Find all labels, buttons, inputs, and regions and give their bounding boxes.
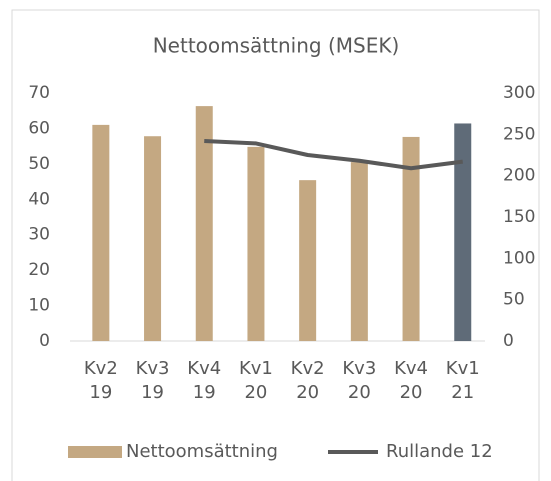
- y-tick-label: 60: [28, 118, 50, 138]
- y2-tick-label: 50: [503, 290, 525, 310]
- y-tick-label: 20: [28, 260, 50, 280]
- legend-swatch: [68, 446, 122, 458]
- bar: [144, 136, 162, 341]
- x-tick-label: Kv2 20: [290, 358, 325, 403]
- bar: [247, 146, 265, 341]
- y-tick-label: 50: [28, 154, 50, 174]
- legend-label: Nettoomsättning: [126, 441, 278, 462]
- y2-tick-label: 100: [503, 248, 535, 268]
- bar: [299, 180, 317, 341]
- y2-tick-label: 0: [503, 331, 514, 351]
- x-tick-label: Kv3 19: [135, 358, 170, 403]
- y-tick-label: 0: [39, 331, 50, 351]
- legend-label: Rullande 12: [386, 441, 493, 462]
- x-tick-label: Kv2 19: [83, 358, 118, 403]
- bar: [92, 124, 110, 341]
- bar: [195, 106, 213, 341]
- bar: [402, 136, 420, 341]
- y-tick-label: 10: [28, 296, 50, 316]
- x-tick-label: Kv4 20: [394, 358, 428, 403]
- y-tick-label: 70: [28, 83, 50, 103]
- y2-tick-label: 150: [503, 207, 535, 227]
- x-tick-label: Kv4 19: [187, 358, 222, 403]
- line: [204, 138, 464, 171]
- y-tick-label: 30: [28, 225, 50, 245]
- y2-tick-label: 250: [503, 124, 535, 144]
- x-tick-label: Kv1 21: [445, 358, 480, 403]
- chart-title: Nettoomsättning (MSEK): [153, 34, 400, 58]
- x-tick-label: Kv1 20: [238, 358, 273, 403]
- x-tick-label: Kv3 20: [342, 358, 377, 403]
- bar: [454, 123, 472, 342]
- y-tick-label: 40: [28, 189, 50, 209]
- y2-tick-label: 200: [503, 166, 535, 186]
- bar: [350, 162, 368, 341]
- y2-tick-label: 300: [503, 83, 535, 103]
